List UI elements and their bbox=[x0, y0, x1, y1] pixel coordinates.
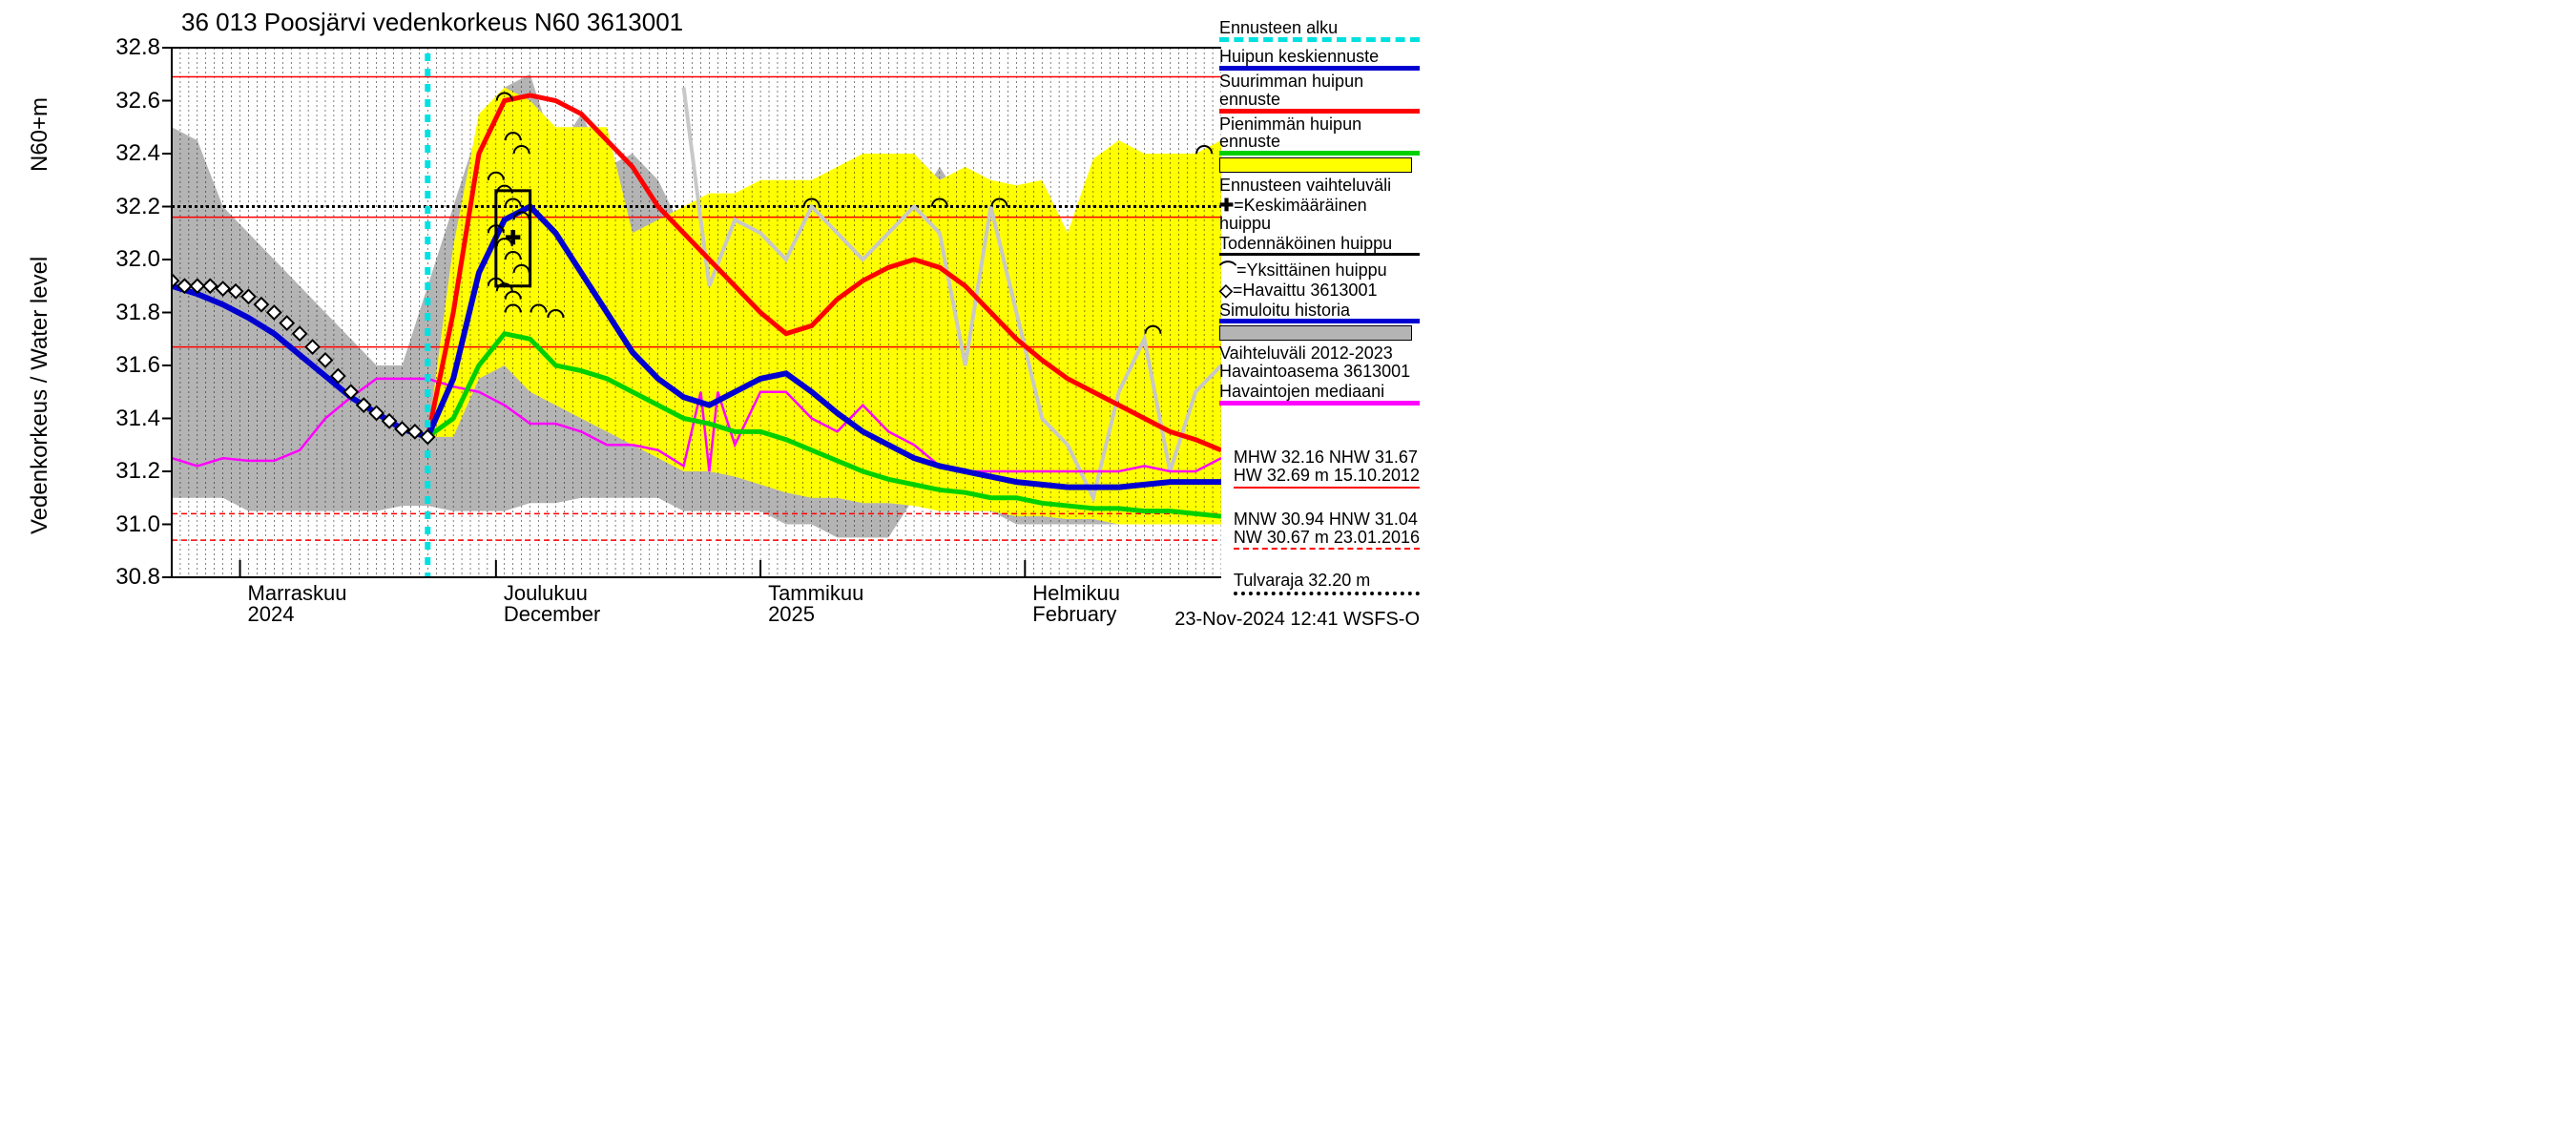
ytick-label: 31.2 bbox=[93, 458, 160, 485]
ytick-label: 31.8 bbox=[93, 300, 160, 326]
legend: Ennusteen alkuHuipun keskiennusteSuurimm… bbox=[1219, 19, 1420, 407]
ytick-label: 32.2 bbox=[93, 194, 160, 220]
ytick-label: 31.0 bbox=[93, 511, 160, 538]
ytick-label: 30.8 bbox=[93, 564, 160, 591]
chart-container: 36 013 Poosjärvi vedenkorkeus N60 361300… bbox=[0, 0, 1431, 639]
xtick-label: JoulukuuDecember bbox=[504, 583, 600, 625]
ytick-label: 32.8 bbox=[93, 34, 160, 61]
stats-block: MHW 32.16 NHW 31.67HW 32.69 m 15.10.2012… bbox=[1234, 448, 1420, 597]
stats-line: MHW 32.16 NHW 31.67 bbox=[1234, 448, 1420, 467]
stats-line: MNW 30.94 HNW 31.04 bbox=[1234, 510, 1420, 529]
legend-item: Todennäköinen huippu bbox=[1219, 235, 1420, 260]
ytick-label: 31.6 bbox=[93, 352, 160, 379]
timestamp: 23-Nov-2024 12:41 WSFS-O bbox=[1174, 609, 1420, 631]
legend-item: Ennusteen vaihteluväli bbox=[1219, 157, 1420, 195]
chart-svg: ✚ bbox=[0, 0, 1431, 639]
legend-item: Vaihteluväli 2012-2023 Havaintoasema 361… bbox=[1219, 325, 1420, 381]
ytick-label: 32.4 bbox=[93, 140, 160, 167]
xtick-label: Tammikuu2025 bbox=[768, 583, 863, 625]
ytick-label: 32.6 bbox=[93, 88, 160, 114]
legend-item: Havaintojen mediaani bbox=[1219, 383, 1420, 406]
legend-item: Huipun keskiennuste bbox=[1219, 48, 1420, 71]
stats-line: Tulvaraja 32.20 m bbox=[1234, 572, 1420, 590]
ytick-label: 32.0 bbox=[93, 246, 160, 273]
legend-item: ◇=Havaittu 3613001 bbox=[1219, 281, 1420, 300]
stats-line: HW 32.69 m 15.10.2012 bbox=[1234, 467, 1420, 485]
stats-line: NW 30.67 m 23.01.2016 bbox=[1234, 529, 1420, 547]
xtick-label: Marraskuu2024 bbox=[248, 583, 347, 625]
ytick-label: 31.4 bbox=[93, 406, 160, 432]
stats-divider bbox=[1234, 592, 1420, 595]
legend-item: Simuloitu historia bbox=[1219, 302, 1420, 324]
legend-item: Pienimmän huipun ennuste bbox=[1219, 115, 1420, 156]
legend-item: Suurimman huipun ennuste bbox=[1219, 73, 1420, 114]
xtick-label: HelmikuuFebruary bbox=[1032, 583, 1120, 625]
legend-item: ⌒=Yksittäinen huippu bbox=[1219, 261, 1420, 280]
stats-line bbox=[1234, 492, 1420, 510]
stats-divider bbox=[1234, 487, 1420, 489]
legend-item: Ennusteen alku bbox=[1219, 19, 1420, 46]
stats-line bbox=[1234, 553, 1420, 572]
legend-item: ✚=Keskimääräinen huippu bbox=[1219, 197, 1420, 233]
stats-divider bbox=[1234, 548, 1420, 550]
